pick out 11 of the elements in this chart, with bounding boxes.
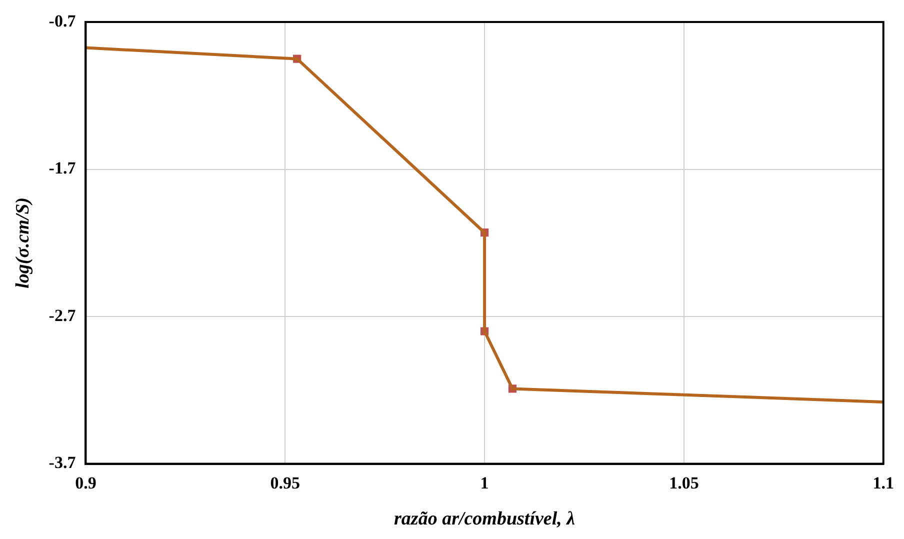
x-axis-title: razão ar/combustível, λ [394, 508, 576, 530]
y-tick-label: -0.7 [48, 11, 76, 30]
x-tick-label: 1 [480, 473, 489, 492]
y-tick-label: -3.7 [48, 453, 76, 472]
x-tick-label: 0.95 [270, 473, 300, 492]
x-tick-label: 1.05 [669, 473, 699, 492]
y-axis-title: log(σ.cm/S) [12, 197, 34, 288]
y-tick-label: -2.7 [48, 306, 76, 325]
y-tick-label: -1.7 [48, 158, 76, 178]
x-tick-label: 0.9 [75, 473, 96, 492]
x-tick-label: 1.1 [872, 473, 894, 492]
